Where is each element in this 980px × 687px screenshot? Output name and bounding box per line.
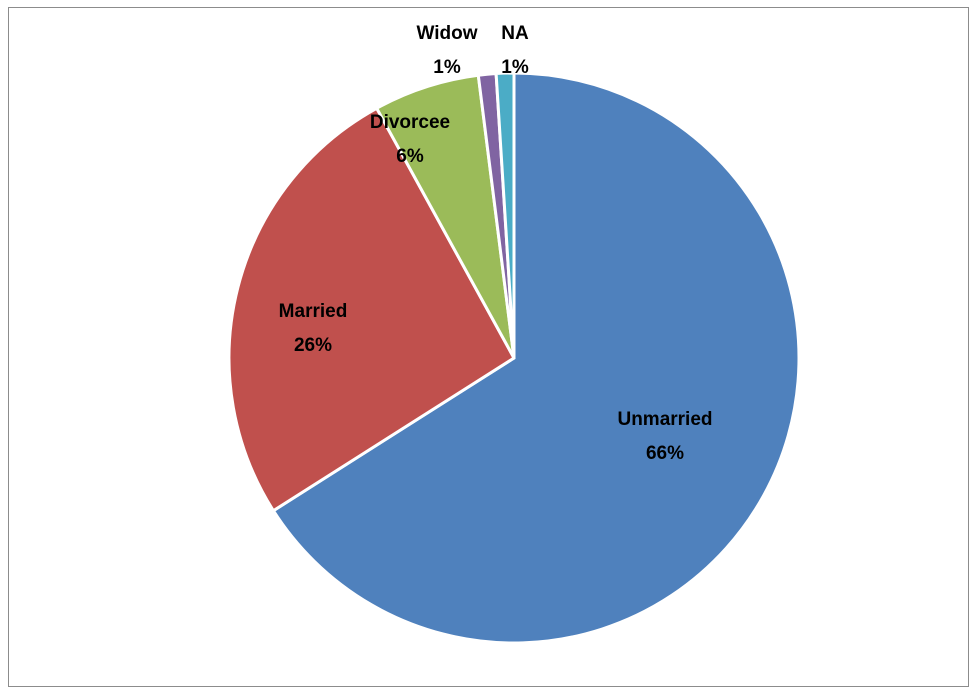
slice-label-name-widow: Widow	[416, 23, 477, 44]
slice-label-value-widow: 1%	[433, 57, 461, 78]
slice-label-value-unmarried: 66%	[646, 443, 684, 464]
pie-slice-unmarried	[271, 71, 801, 645]
slice-label-value-divorcee: 6%	[396, 146, 424, 167]
slice-label-name-unmarried: Unmarried	[617, 409, 712, 430]
slice-label-name-na: NA	[501, 23, 529, 44]
pie-slices	[227, 71, 801, 645]
pie-slice-married	[227, 106, 516, 513]
pie-slice-na	[494, 71, 516, 360]
slice-label-value-na: 1%	[501, 57, 529, 78]
slice-label-name-divorcee: Divorcee	[370, 112, 450, 133]
pie-labels: Unmarried 66% Married 26% Divorcee 6% Widow 1% N…	[279, 23, 713, 464]
slice-label-name-married: Married	[279, 301, 348, 322]
slice-label-value-married: 26%	[294, 335, 332, 356]
